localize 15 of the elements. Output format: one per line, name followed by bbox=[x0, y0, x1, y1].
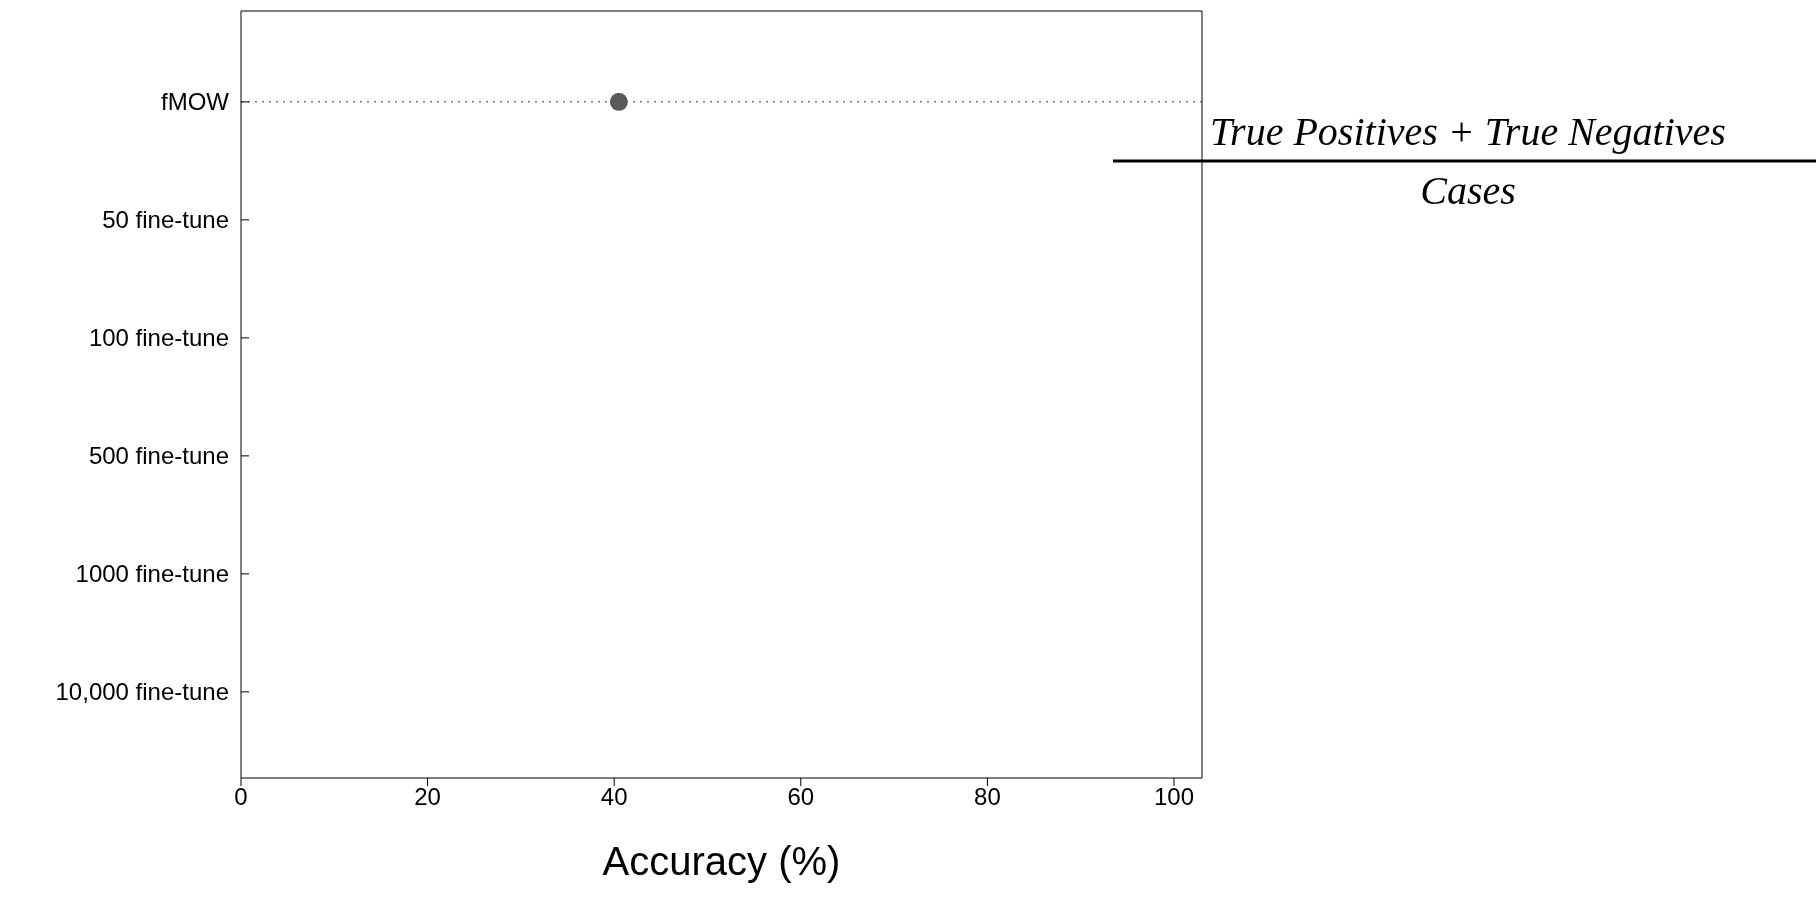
text: Cases bbox=[1419, 167, 1517, 214]
x-tick-label: 20 bbox=[414, 783, 441, 811]
y-tick-label: 50 fine-tune bbox=[102, 206, 229, 234]
x-tick-label: 60 bbox=[787, 783, 815, 811]
x-tick-label: 100 bbox=[1153, 783, 1195, 811]
x-tick-label: 0 bbox=[234, 783, 248, 811]
y-tick-label: 1000 fine-tune bbox=[75, 560, 229, 588]
x-tick-label: 80 bbox=[974, 783, 1001, 811]
text: True Positives + True Negatives bbox=[1209, 108, 1727, 155]
y-tick-label: fMOW bbox=[161, 88, 230, 116]
x-tick-label: 40 bbox=[600, 783, 628, 811]
y-tick-label: 500 fine-tune bbox=[88, 442, 229, 470]
y-tick-label: 10,000 fine-tune bbox=[55, 678, 229, 706]
y-tick-label: 100 fine-tune bbox=[88, 324, 229, 352]
x-axis-title: Accuracy (%) bbox=[602, 839, 841, 883]
